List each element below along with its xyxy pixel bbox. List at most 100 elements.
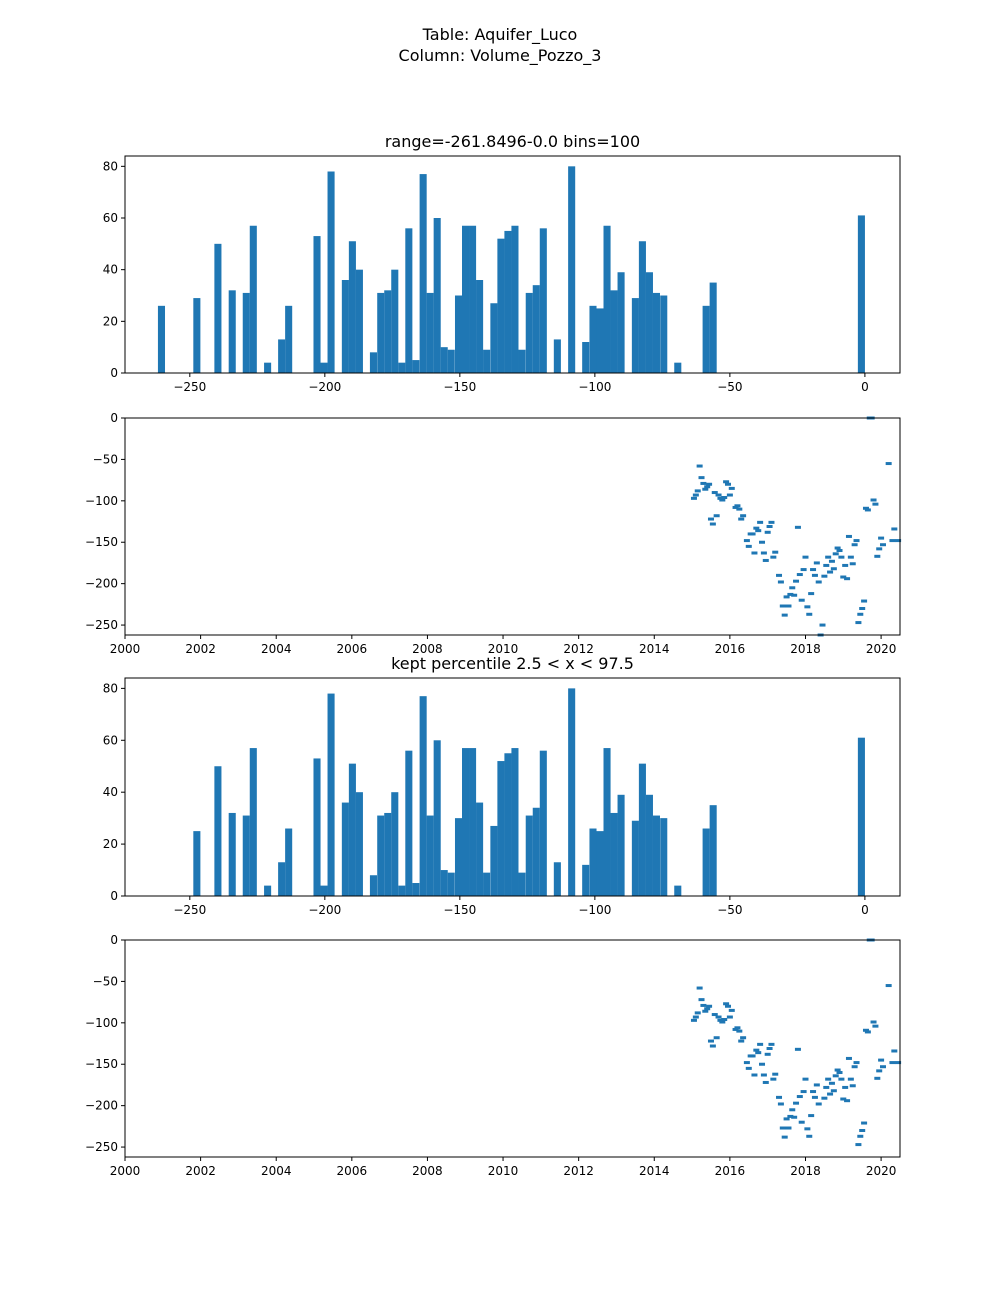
scatter-point <box>702 1009 709 1013</box>
scatter-point <box>864 1030 871 1034</box>
scatter-point <box>785 604 792 608</box>
figure-title-line-1: Table: Aquifer_Luco <box>422 25 578 45</box>
x-tick-label: −50 <box>717 380 742 394</box>
histogram-bar <box>327 171 335 373</box>
scatter-point <box>823 563 830 567</box>
scatter-point <box>713 1036 720 1040</box>
scatter-point <box>736 1029 743 1033</box>
x-tick-label: 2012 <box>563 642 594 656</box>
y-tick-label: −150 <box>85 535 118 549</box>
scatter-point <box>855 621 862 625</box>
histogram-bar <box>610 812 618 896</box>
scatter-point <box>772 550 779 554</box>
y-tick-label: −100 <box>85 494 118 508</box>
histogram-bar <box>412 883 420 896</box>
timeseries-full-range: 2000 2002 2004 2006 2008 2010 2012 2014 2016 2018… <box>85 411 902 656</box>
scatter-point <box>707 517 714 521</box>
scatter-point <box>836 1071 843 1075</box>
histogram-bar <box>405 750 413 896</box>
histogram-bar <box>426 292 434 373</box>
y-tick-label: 0 <box>110 366 118 380</box>
x-tick-label: −50 <box>717 903 742 917</box>
axes-frame <box>124 417 901 636</box>
scatter-point <box>885 462 892 466</box>
scatter-point <box>872 502 879 506</box>
scatter-point <box>864 508 871 512</box>
scatter-point <box>806 1134 813 1138</box>
scatter-point <box>723 1002 730 1006</box>
y-tick-label: 60 <box>103 211 118 225</box>
scatter-point <box>791 593 798 597</box>
scatter-point <box>724 482 731 486</box>
scatter-point <box>823 1085 830 1089</box>
histogram-bar <box>313 236 321 373</box>
x-tick-label: −150 <box>443 380 476 394</box>
histogram-bar <box>702 305 710 373</box>
scatter-point <box>804 1127 811 1131</box>
histogram-bar <box>511 748 519 896</box>
x-tick-label: 2012 <box>563 1164 594 1178</box>
histogram-bar <box>857 215 865 373</box>
scatter-point <box>704 1007 711 1011</box>
scatter-point <box>891 527 898 531</box>
histogram-bar <box>553 339 561 373</box>
scatter-point <box>757 1042 764 1046</box>
histogram-bar <box>504 230 512 373</box>
scatter-point <box>743 1061 750 1065</box>
y-tick-label: −200 <box>85 1099 118 1113</box>
scatter-point <box>728 486 735 490</box>
histogram-bar <box>384 290 392 373</box>
scatter-point <box>700 1003 707 1007</box>
scatter-point <box>762 1080 769 1084</box>
histogram-bar <box>652 292 660 373</box>
scatter-point <box>738 1039 745 1043</box>
x-tick-label: 2018 <box>790 1164 821 1178</box>
scatter-point <box>696 986 703 990</box>
histogram-bar <box>497 238 505 373</box>
histogram-bar <box>469 748 477 896</box>
scatter-point <box>857 1134 864 1138</box>
scatter-point <box>749 1054 756 1058</box>
scatter-point <box>830 1089 837 1093</box>
scatter-point <box>808 592 815 596</box>
histogram-bar <box>398 362 406 373</box>
scatter-point <box>876 1069 883 1073</box>
scatter-point <box>849 1084 856 1088</box>
axes-frame <box>124 155 901 374</box>
x-tick-label: 2000 <box>110 1164 141 1178</box>
scatter-point <box>751 1073 758 1077</box>
x-tick-label: 0 <box>861 380 869 394</box>
scatter-point <box>885 984 892 988</box>
histogram-bar <box>348 763 356 896</box>
scatter-point <box>870 1020 877 1024</box>
scatter-point <box>802 1077 809 1081</box>
scatter-point <box>760 551 767 555</box>
scatter-point <box>798 598 805 602</box>
scatter-point <box>711 1013 718 1017</box>
scatter-point <box>827 1092 834 1096</box>
scatter-point <box>861 599 868 603</box>
histogram-bar <box>539 228 547 373</box>
scatter-point <box>872 1024 879 1028</box>
scatter-point <box>772 1072 779 1076</box>
y-tick-label: 80 <box>103 681 118 695</box>
chart-title: range=-261.8496-0.0 bins=100 <box>385 132 640 151</box>
scatter-point <box>800 568 807 572</box>
axes-frame <box>124 677 901 897</box>
scatter-point <box>853 539 860 543</box>
histogram-bar <box>568 688 576 896</box>
x-tick-label: 2008 <box>412 642 443 656</box>
x-tick-label: −100 <box>578 903 611 917</box>
scatter-point <box>789 586 796 590</box>
scatter-point <box>734 504 741 508</box>
histogram-bar <box>645 794 653 896</box>
histogram-bar <box>674 885 682 896</box>
scatter-point <box>840 575 847 579</box>
scatter-point <box>713 514 720 518</box>
histogram-bar <box>447 349 455 373</box>
scatter-point <box>692 1015 699 1019</box>
scatter-point <box>802 555 809 559</box>
histogram-bar <box>539 750 547 896</box>
histogram-bar <box>532 285 540 373</box>
scatter-point <box>832 1074 839 1078</box>
